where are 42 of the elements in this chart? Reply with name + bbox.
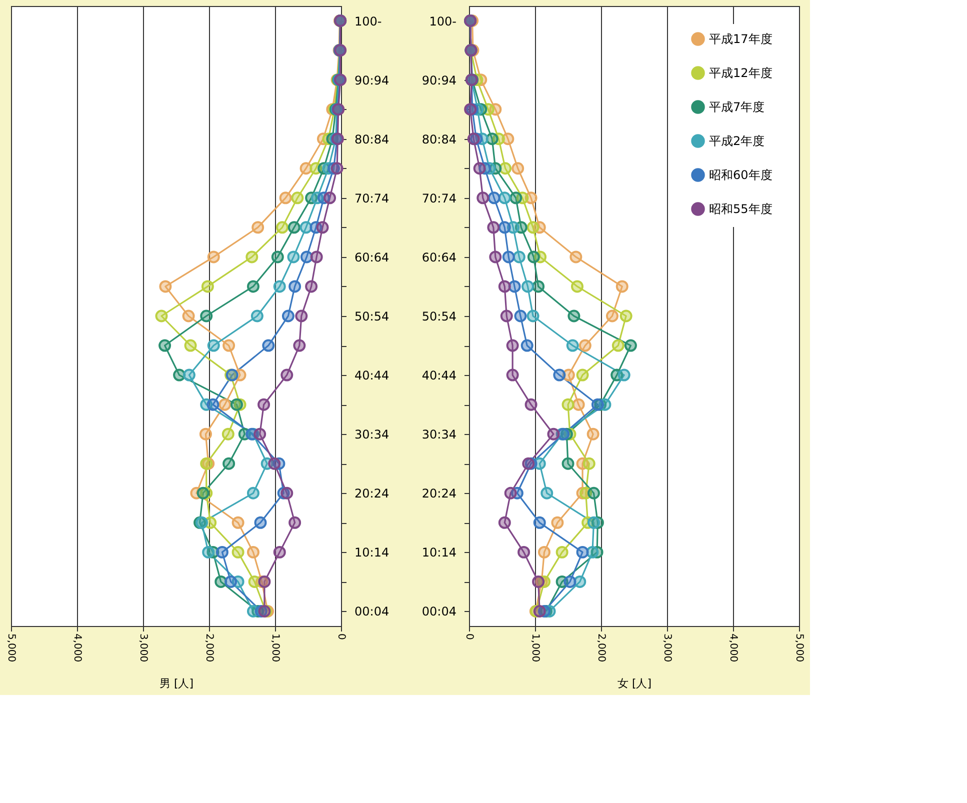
legend-label: 昭和60年度 [709,168,772,182]
y-tick-label: 90:94 [354,73,390,88]
y-tick-label: 30:34 [354,428,390,442]
y-tick-label: 20:24 [354,486,390,501]
x-tick-label: 3,000 [662,634,672,662]
legend-label: 平成7年度 [709,100,765,114]
x-tick-label: 1,000 [530,634,540,662]
y-tick-label: 10:14 [354,546,390,560]
x-axis-title: 女 [人] [617,677,652,690]
x-tick-label: 1,000 [270,634,280,662]
x-tick-label: 3,000 [138,634,148,662]
x-tick-label: 0 [464,634,474,640]
y-tick-label: 100- [429,14,456,28]
y-tick-label: 60:64 [354,250,390,264]
y-tick-label: 50:54 [422,310,456,324]
x-tick-label: 5,000 [6,634,16,662]
legend-label: 昭和55年度 [709,202,772,216]
x-tick-label: 0 [336,634,346,640]
legend-label: 平成12年度 [709,66,772,80]
x-tick-label: 4,000 [728,634,738,662]
y-tick-label: 70:74 [354,191,390,206]
x-tick-label: 4,000 [72,634,82,662]
x-tick-label: 5,000 [794,634,804,662]
y-tick-label: 80:84 [422,132,456,146]
x-axis-title: 男 [人] [159,677,194,690]
y-tick-label: 30:34 [422,428,456,442]
y-tick-label: 60:64 [422,250,456,264]
legend-label: 平成17年度 [709,32,772,46]
y-tick-label: 40:44 [422,368,456,383]
y-tick-label: 70:74 [422,191,456,206]
y-tick-label: 10:14 [422,546,456,560]
x-tick-label: 2,000 [596,634,606,662]
x-tick-label: 2,000 [204,634,214,662]
y-tick-label: 20:24 [422,486,456,501]
y-tick-label: 100- [354,14,382,28]
y-tick-label: 00:04 [422,604,456,619]
y-tick-label: 80:84 [354,132,390,146]
y-tick-label: 00:04 [354,604,390,619]
y-tick-label: 40:44 [354,368,390,383]
y-tick-label: 90:94 [422,73,456,88]
legend-label: 平成2年度 [709,134,765,148]
y-tick-label: 50:54 [354,310,390,324]
